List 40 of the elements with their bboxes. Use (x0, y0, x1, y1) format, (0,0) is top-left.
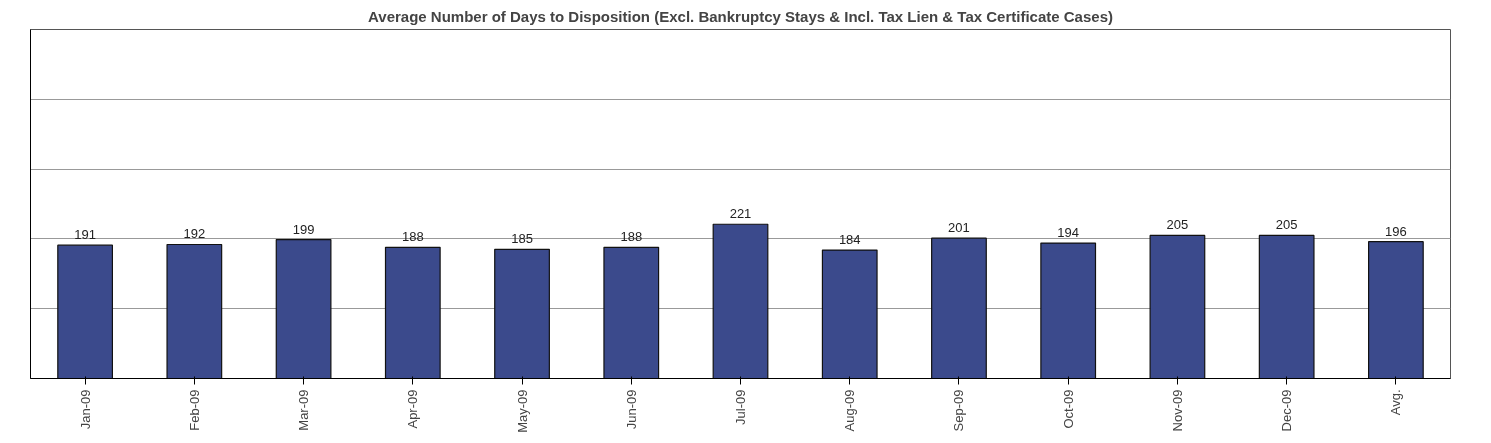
bar (821, 249, 878, 379)
x-tick-label: Oct-09 (1060, 389, 1076, 429)
bar (1367, 241, 1424, 379)
data-label: 199 (292, 221, 315, 237)
bar (1040, 242, 1097, 379)
x-tick-label: Avg. (1388, 389, 1404, 416)
data-label: 221 (729, 206, 752, 222)
x-tick-label: Jun-09 (623, 389, 639, 430)
x-tick-label: May-09 (514, 389, 530, 433)
data-label: 184 (838, 232, 861, 248)
x-tick-label: Mar-09 (296, 389, 312, 431)
x-tick-label: Jan-09 (77, 389, 93, 430)
chart-title: Average Number of Days to Disposition (Excl. Bankruptcy Stays & Incl. Tax Lien & Tax Certificate Cases) (368, 7, 1113, 25)
bar (166, 243, 223, 379)
x-tick-label: Jul-09 (733, 389, 748, 425)
bar (603, 246, 660, 379)
data-label: 196 (1385, 223, 1407, 239)
x-tick-label: Aug-09 (842, 389, 858, 432)
x-tick-label: Feb-09 (186, 389, 202, 431)
bar (712, 223, 769, 379)
bar (931, 237, 987, 379)
bar (57, 244, 114, 379)
data-label: 192 (183, 226, 206, 242)
data-label: 205 (1275, 217, 1298, 233)
bar (384, 246, 441, 379)
bar (1149, 234, 1206, 379)
bar (494, 248, 550, 379)
data-label: 185 (511, 231, 533, 247)
x-tick-label: Sep-09 (951, 389, 967, 432)
data-label: 201 (948, 220, 970, 236)
x-tick-label: Apr-09 (405, 389, 421, 429)
x-tick-label: Nov-09 (1169, 389, 1185, 432)
bar (275, 239, 332, 379)
x-tick-label: Dec-09 (1279, 389, 1295, 432)
data-label: 191 (74, 227, 96, 243)
data-label: 205 (1166, 217, 1189, 233)
data-label: 188 (401, 229, 424, 245)
data-label: 188 (620, 229, 643, 245)
bar (1258, 234, 1315, 379)
data-label: 194 (1057, 225, 1080, 241)
